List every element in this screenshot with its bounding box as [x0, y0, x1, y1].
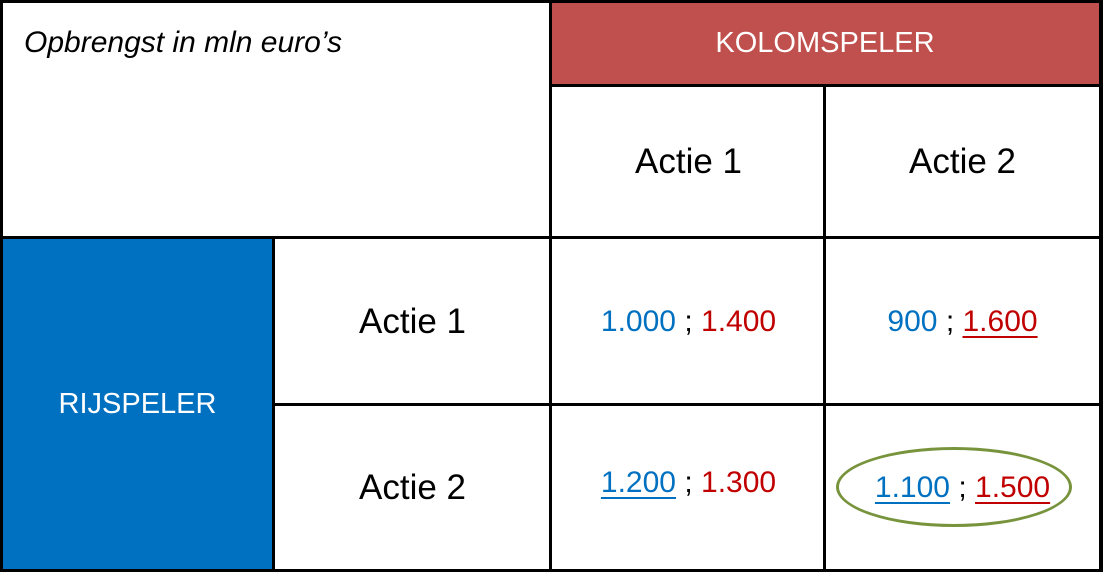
divider-title-right: [549, 0, 552, 572]
column-player-label: KOLOMSPELER: [715, 27, 935, 59]
table-title: Opbrengst in mln euro’s: [24, 26, 342, 59]
row-action-2-label: Actie 2: [359, 468, 466, 507]
payoff-separator: ;: [945, 304, 955, 338]
row-action-1-label: Actie 1: [359, 301, 466, 341]
column-player-payoff: 1.300: [701, 466, 777, 499]
payoff-cell-r2-c1: 1.200 ; 1.300: [553, 406, 824, 570]
column-player-payoff: 1.400: [701, 304, 777, 338]
equilibrium-highlight-ellipse: [836, 447, 1072, 527]
divider-row-player-right: [272, 236, 275, 572]
row-player-header: RIJSPELER: [2, 239, 273, 570]
outer-border-left: [0, 0, 3, 572]
outer-border-right: [1099, 0, 1103, 572]
column-action-1-label: Actie 1: [635, 142, 742, 181]
payoff-cell-r1-c1: 1.000 ; 1.400: [553, 239, 824, 404]
divider-columns: [823, 84, 826, 572]
row-player-payoff: 1.000: [600, 304, 676, 338]
payoff-separator: ;: [684, 304, 693, 338]
column-action-1: Actie 1: [553, 87, 824, 237]
divider-row-middle: [273, 403, 1103, 406]
payoff-separator: ;: [684, 466, 693, 499]
row-player-label: RIJSPELER: [58, 388, 217, 420]
divider-column-header-bottom: [549, 84, 1103, 87]
column-action-2: Actie 2: [826, 87, 1099, 237]
payoff-cell-r1-c2: 900 ; 1.600: [826, 239, 1099, 404]
column-player-header: KOLOMSPELER: [551, 2, 1099, 85]
column-action-2-label: Actie 2: [909, 142, 1016, 181]
row-player-payoff: 900: [887, 304, 938, 338]
row-player-payoff-best-response: 1.200: [600, 466, 676, 499]
row-action-1: Actie 1: [275, 239, 550, 404]
row-action-2: Actie 2: [275, 406, 550, 570]
column-player-payoff-best-response: 1.600: [962, 304, 1038, 338]
